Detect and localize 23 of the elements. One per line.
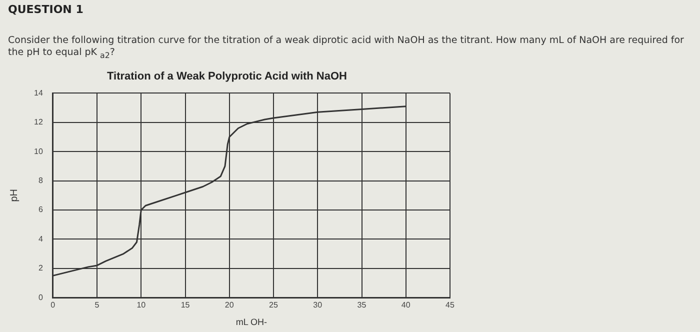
text: Consider the following titration curve for the titration of a weak diprotic acid with NaOH as the titrant. How many mL of NaOH are required for the pH to equal pK $_{a2}$? bbox=[8, 35, 685, 62]
x-tick-label: 20 bbox=[224, 300, 234, 310]
x-tick-label: 10 bbox=[136, 300, 146, 310]
y-tick-label: 14 bbox=[34, 88, 44, 98]
x-tick-label: 40 bbox=[401, 300, 411, 310]
y-tick-label: 0 bbox=[38, 292, 44, 302]
y-tick-label: 4 bbox=[38, 234, 44, 244]
chart-title: Titration of a Weak Polyprotic Acid with NaOH bbox=[107, 70, 348, 83]
text: QUESTION 1 bbox=[8, 3, 84, 16]
y-tick-label: 2 bbox=[38, 264, 44, 273]
x-tick-label: 25 bbox=[269, 300, 279, 310]
x-tick-label: 30 bbox=[313, 300, 323, 310]
x-tick-label: 35 bbox=[357, 300, 367, 310]
x-axis-title: mL OH- bbox=[236, 317, 268, 328]
x-tick-label: 45 bbox=[446, 300, 455, 310]
y-tick-label: 12 bbox=[34, 118, 44, 127]
x-tick-label: 5 bbox=[94, 300, 100, 310]
y-tick-label: 6 bbox=[38, 205, 44, 214]
x-tick-label: 0 bbox=[50, 300, 56, 310]
y-axis-title: pH bbox=[8, 189, 20, 202]
y-tick-label: 10 bbox=[34, 146, 44, 156]
x-tick-label: 15 bbox=[180, 300, 190, 310]
y-tick-label: 8 bbox=[38, 176, 44, 186]
